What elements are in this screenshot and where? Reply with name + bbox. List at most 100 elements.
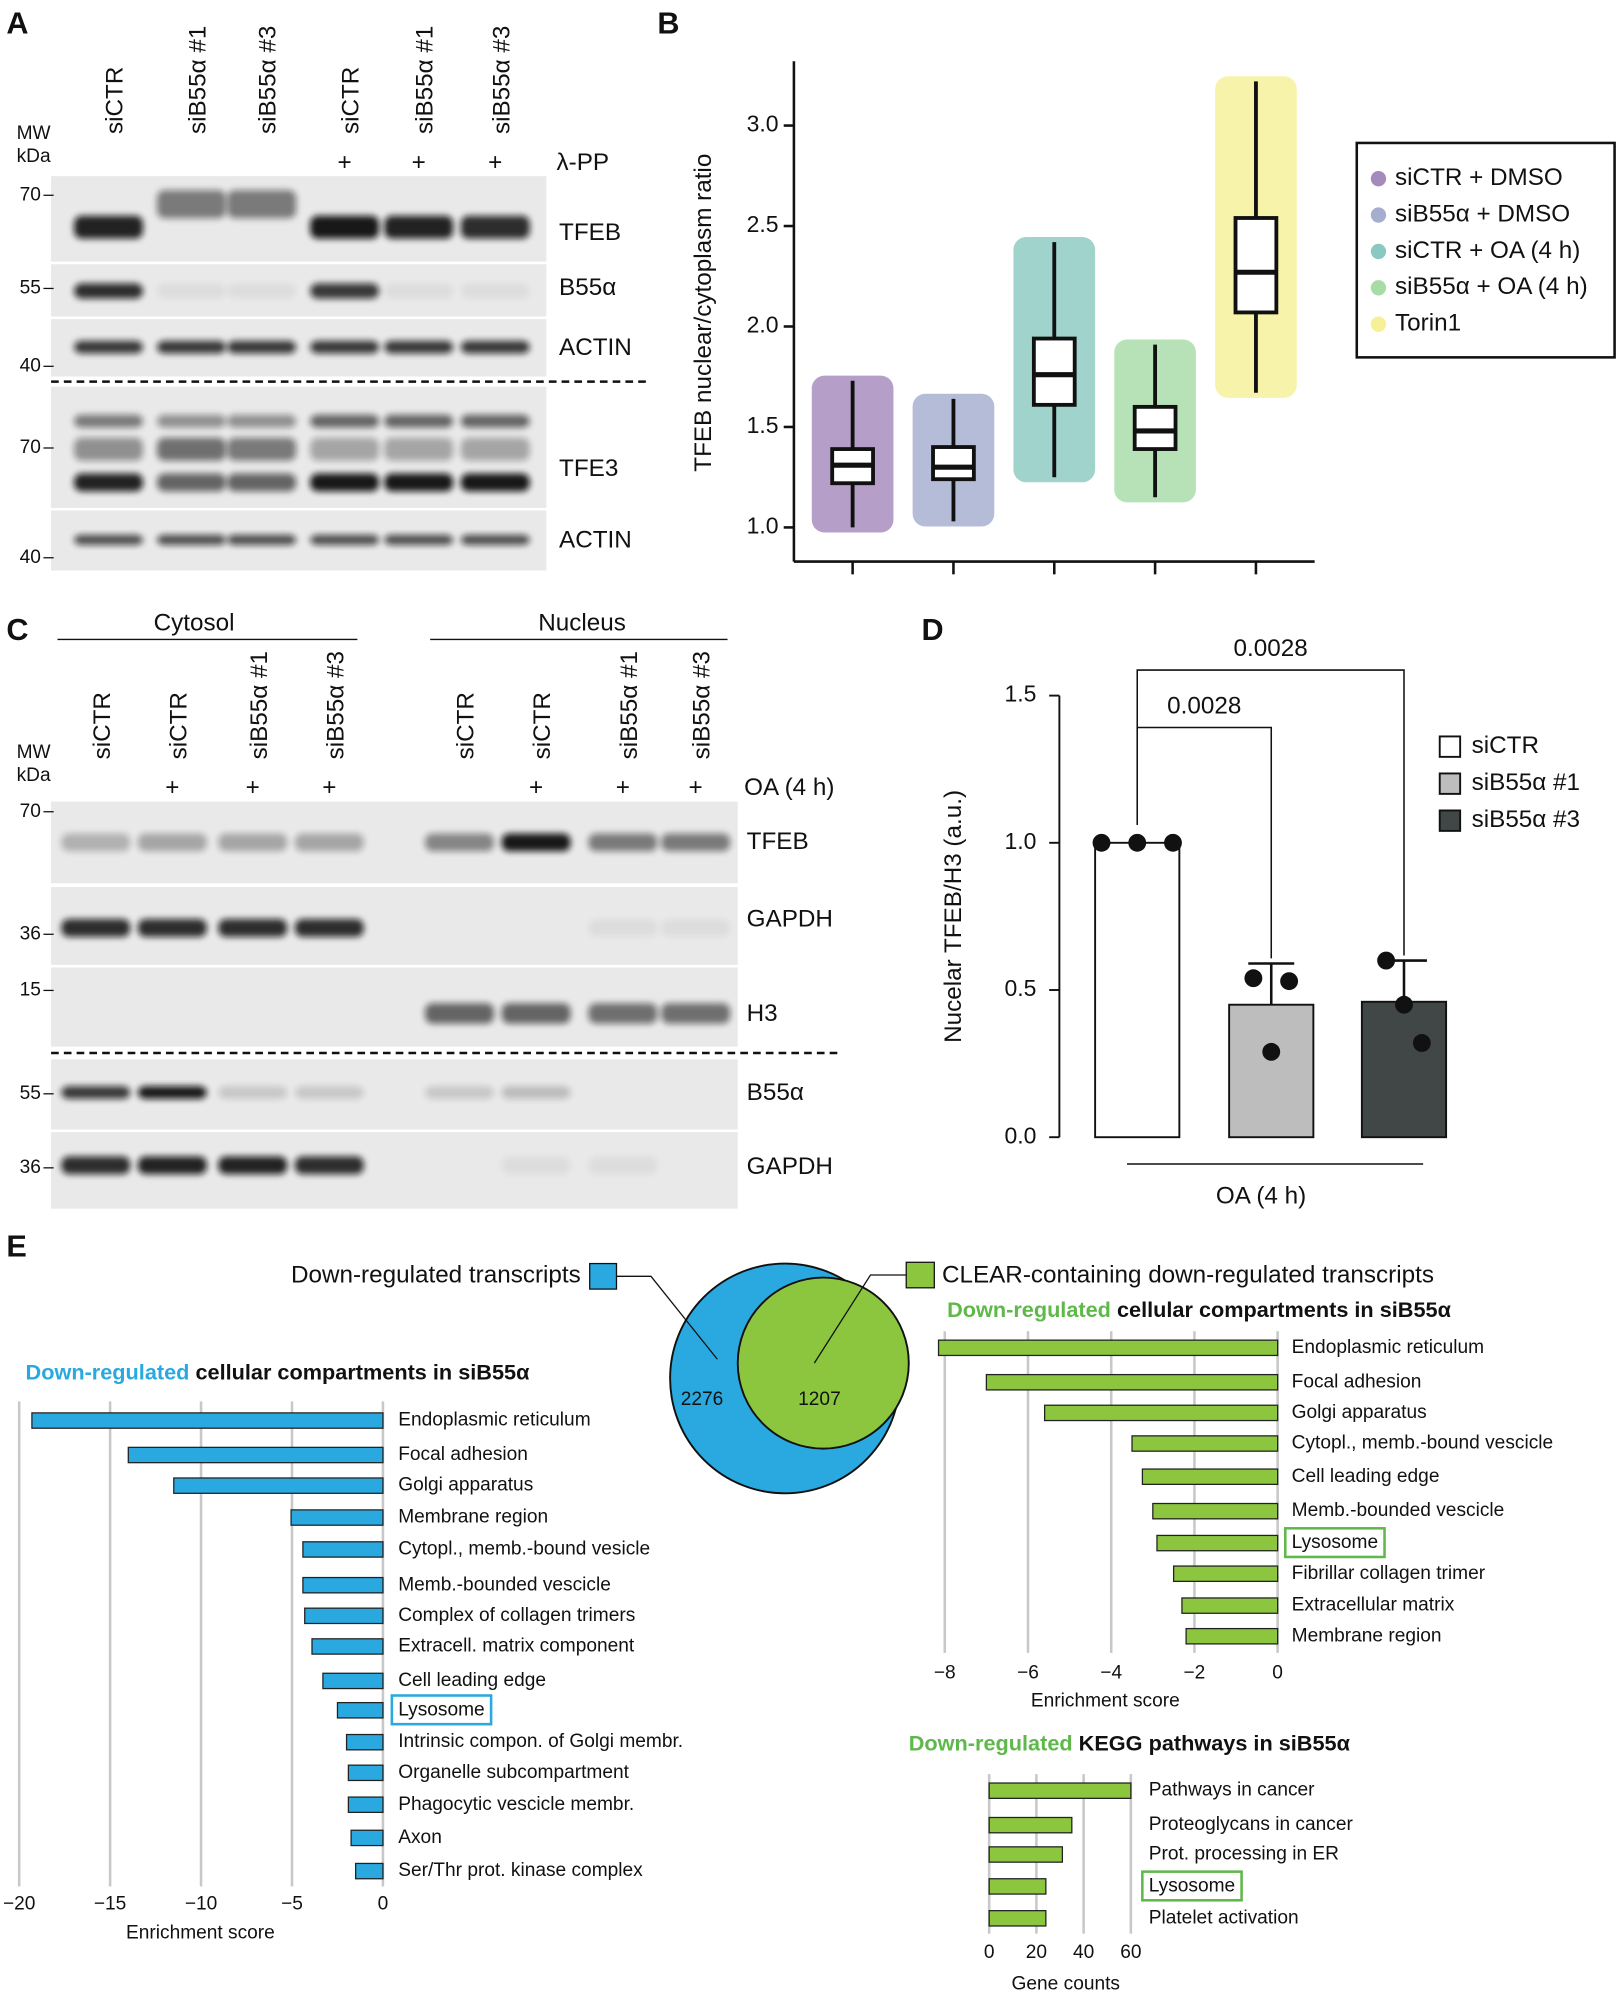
band-label: GAPDH xyxy=(747,1153,833,1180)
x-tick-label: −20 xyxy=(3,1893,35,1914)
blot-band xyxy=(384,215,454,239)
y-tick-label: 1.0 xyxy=(1004,828,1036,854)
bar xyxy=(985,1373,1279,1391)
blot-band xyxy=(501,833,571,852)
lane-label: siCTR xyxy=(89,692,116,759)
x-axis-label: Enrichment score xyxy=(1031,1690,1180,1711)
blot-band xyxy=(157,534,226,545)
lane-label: siB55α #3 xyxy=(322,651,349,759)
bar xyxy=(1172,1565,1279,1583)
bar xyxy=(347,1796,384,1814)
bar xyxy=(1360,1000,1448,1139)
panel-label: A xyxy=(6,7,28,41)
y-tick-label: 2.5 xyxy=(747,211,779,237)
legend-label: siCTR + DMSO xyxy=(1395,164,1563,191)
legend-label: Torin1 xyxy=(1395,310,1461,337)
legend-swatch xyxy=(1438,809,1462,832)
category-label: Membrane region xyxy=(1292,1625,1442,1646)
blot-band xyxy=(74,437,143,461)
bar xyxy=(290,1509,384,1526)
blot-band xyxy=(218,833,288,852)
mw-marker: 40 xyxy=(20,547,41,568)
mw-marker: 40 xyxy=(20,355,41,376)
blot-band xyxy=(661,918,731,937)
legend-label: siCTR + OA (4 h) xyxy=(1395,237,1580,264)
y-tick-label: 1.5 xyxy=(1004,681,1036,707)
category-label: Cytopl., memb.-bound vescicle xyxy=(1292,1433,1553,1454)
blot-band xyxy=(310,437,380,461)
box xyxy=(1132,404,1178,451)
blot-band xyxy=(661,833,731,852)
p-value: 0.0028 xyxy=(1167,692,1241,719)
blot-band xyxy=(588,1003,658,1024)
bar xyxy=(302,1541,384,1558)
category-label: Memb.-bounded vescicle xyxy=(398,1574,611,1595)
data-point xyxy=(1128,833,1147,852)
category-label: Prot. processing in ER xyxy=(1149,1844,1339,1865)
data-point xyxy=(1244,969,1263,988)
data-point xyxy=(1092,833,1111,852)
blot-band xyxy=(61,1156,131,1175)
venn-key xyxy=(905,1261,935,1289)
treatment-label: λ-PP xyxy=(557,149,610,176)
mw-marker: 70 xyxy=(20,184,41,205)
blot-band xyxy=(310,414,380,428)
treatment-mark: + xyxy=(338,149,352,176)
box xyxy=(1031,336,1077,407)
legend-label: siB55α + DMSO xyxy=(1395,200,1570,227)
band-label: B55α xyxy=(747,1079,804,1106)
blot-band xyxy=(227,340,297,354)
bar xyxy=(345,1733,384,1751)
blot-band xyxy=(294,1156,364,1175)
venn-count: 1207 xyxy=(798,1389,841,1410)
bar xyxy=(1228,1003,1315,1139)
band-label: B55α xyxy=(559,274,616,301)
x-axis-label: Enrichment score xyxy=(126,1923,275,1944)
blot-band xyxy=(74,340,143,354)
x-tick-label: 60 xyxy=(1120,1942,1141,1963)
category-label: Pathways in cancer xyxy=(1149,1780,1315,1801)
legend-marker xyxy=(1370,243,1387,260)
bar xyxy=(347,1764,384,1782)
venn-leader xyxy=(616,1275,718,1360)
data-point xyxy=(1280,972,1299,991)
treatment-mark: + xyxy=(689,774,703,801)
blot-band xyxy=(74,283,143,299)
chart-title: Down-regulated cellular compartments in … xyxy=(947,1297,1452,1322)
mw-header: MW xyxy=(17,742,51,763)
title-highlight: Down-regulated xyxy=(26,1359,190,1384)
blot-band xyxy=(74,215,143,239)
category-label: Extracellular matrix xyxy=(1292,1595,1455,1616)
chart-title: Down-regulated KEGG pathways in siB55α xyxy=(909,1730,1351,1755)
category-label: Intrinsic compon. of Golgi membr. xyxy=(398,1731,683,1752)
bar xyxy=(1131,1435,1279,1452)
blot-band xyxy=(294,1086,364,1099)
y-tick-label: 2.0 xyxy=(747,312,779,338)
mw-marker: 70 xyxy=(20,437,41,458)
y-tick-label: 1.5 xyxy=(747,412,779,438)
panel-label: C xyxy=(6,613,28,647)
blot-band xyxy=(157,340,226,354)
data-point xyxy=(1262,1042,1281,1061)
category-label: Extracell. matrix component xyxy=(398,1636,635,1657)
lane-label: siB55α #1 xyxy=(412,26,439,134)
mw-header: kDa xyxy=(17,765,51,786)
venn-leader xyxy=(813,1274,907,1364)
blot-band xyxy=(137,833,207,852)
blot-band xyxy=(501,1156,571,1175)
bar xyxy=(304,1607,384,1625)
category-label: Lysosome xyxy=(398,1699,484,1720)
blot-band xyxy=(425,833,494,852)
fraction-label: Cytosol xyxy=(154,610,235,637)
bar xyxy=(1043,1404,1279,1422)
blot-band xyxy=(310,534,380,545)
p-value: 0.0028 xyxy=(1234,635,1308,662)
mw-header: MW xyxy=(17,123,51,144)
y-tick-label: 3.0 xyxy=(747,111,779,137)
y-axis-label: TFEB nuclear/cytoplasm ratio xyxy=(690,154,717,472)
y-tick-label: 0.0 xyxy=(1004,1122,1036,1148)
category-label: Focal adhesion xyxy=(1292,1371,1422,1392)
y-tick-label: 0.5 xyxy=(1004,975,1036,1001)
bar xyxy=(937,1339,1279,1357)
box xyxy=(1233,216,1279,315)
